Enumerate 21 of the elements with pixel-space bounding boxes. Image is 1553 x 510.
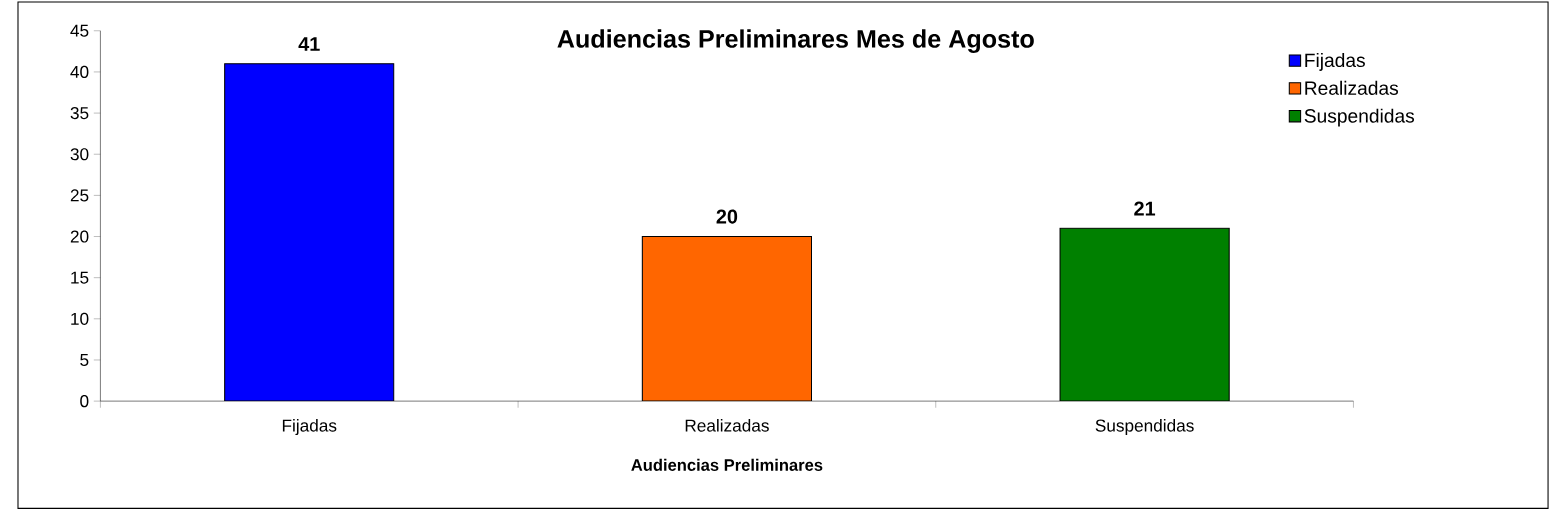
y-tick-label: 25 <box>70 189 89 202</box>
data-label: 21 <box>1134 201 1156 216</box>
legend-label: Suspendidas <box>1304 108 1415 127</box>
y-tick-label: 10 <box>71 312 89 325</box>
y-tick-label: 30 <box>70 147 89 161</box>
y-tick-label: 45 <box>70 24 89 37</box>
y-tick-label: 15 <box>71 271 89 284</box>
y-tick-label: 35 <box>70 106 89 119</box>
y-tick-label: 40 <box>70 65 89 78</box>
legend-label: Realizadas <box>1305 80 1399 95</box>
x-tick-label: Realizadas <box>685 418 769 432</box>
data-label: 41 <box>298 36 320 51</box>
y-tick-label: 0 <box>80 394 89 408</box>
x-tick-label: Suspendidas <box>1095 418 1194 435</box>
chart-title: Audiencias Preliminares Mes de Agosto <box>557 29 1034 53</box>
y-tick-label: 5 <box>80 353 89 366</box>
x-axis-title: Audiencias Preliminares <box>631 458 823 471</box>
x-tick-label: Fijadas <box>282 418 337 435</box>
legend-label: Fijadas <box>1305 52 1365 71</box>
y-tick-label: 20 <box>70 230 89 243</box>
data-label: 20 <box>716 209 738 224</box>
